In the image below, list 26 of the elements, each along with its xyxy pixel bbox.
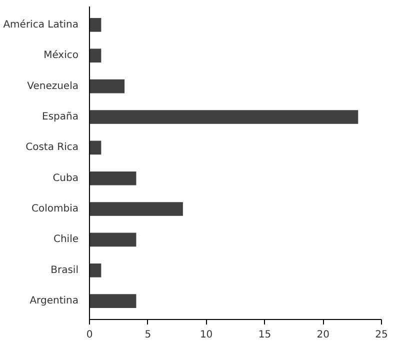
y-tick-label: Cuba — [52, 172, 78, 184]
x-tick-label: 20 — [316, 330, 330, 340]
bar — [90, 202, 183, 216]
x-tick-label: 5 — [144, 330, 152, 340]
y-tick-label: España — [42, 111, 79, 122]
y-tick-label: Colombia — [32, 204, 79, 215]
y-tick-label: Brasil — [50, 264, 79, 276]
bar — [90, 232, 136, 247]
x-tick-label: 0 — [86, 330, 93, 340]
y-tick-label: Venezuela — [27, 80, 79, 92]
bar — [90, 18, 102, 32]
x-tick-label: 25 — [375, 330, 388, 340]
y-tick-label: Costa Rica — [26, 142, 78, 154]
bar — [90, 140, 102, 155]
bar — [90, 171, 136, 186]
bar — [90, 48, 102, 62]
bar — [90, 294, 136, 308]
x-tick-label: 15 — [258, 330, 272, 340]
x-tick-label: 10 — [200, 330, 213, 340]
y-tick-label: Chile — [53, 234, 78, 246]
bar — [90, 110, 358, 124]
bar — [90, 79, 125, 94]
bar — [90, 264, 102, 278]
y-tick-label: Argentina — [30, 296, 78, 307]
y-tick-label: México — [44, 50, 79, 62]
y-tick-label: América Latina — [3, 19, 79, 30]
